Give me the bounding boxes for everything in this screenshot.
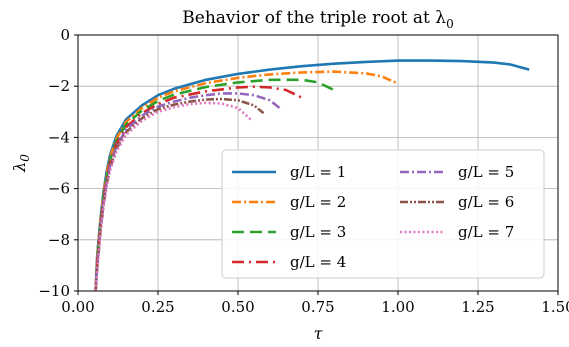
x-tick-label: 0.50: [221, 298, 254, 316]
chart-title: Behavior of the triple root at λ0: [182, 8, 453, 31]
x-tick-label: 0.75: [301, 298, 334, 316]
x-axis-ticks: 0.00 0.25 0.50 0.75 1.00 1.25 1.50: [61, 291, 569, 316]
y-tick-label: 0: [60, 26, 70, 44]
x-tick-label: 0.00: [61, 298, 94, 316]
legend-label: g/L = 2: [290, 193, 346, 211]
legend-label: g/L = 4: [290, 253, 346, 271]
y-tick-label: −6: [48, 180, 70, 198]
legend-box: [221, 149, 545, 279]
legend-label: g/L = 1: [290, 163, 346, 181]
x-tick-label: 1.25: [461, 298, 494, 316]
x-axis-label: τ: [314, 324, 324, 343]
y-tick-label: −10: [38, 282, 70, 300]
series-line-7: [94, 101, 252, 292]
x-tick-label: 0.25: [141, 298, 174, 316]
legend-label: g/L = 7: [458, 223, 514, 241]
y-tick-label: −4: [48, 128, 70, 146]
x-tick-label: 1.00: [381, 298, 414, 316]
series-lines: [94, 59, 530, 292]
legend: g/L = 1 g/L = 2 g/L = 3 g/L = 4 g/L = 5 g/L =…: [221, 149, 545, 279]
y-axis-label: λ0: [10, 154, 32, 173]
x-tick-label: 1.50: [541, 298, 569, 316]
legend-label: g/L = 5: [458, 163, 514, 181]
legend-label: g/L = 3: [290, 223, 346, 241]
y-axis-ticks: 0 −2 −4 −6 −8 −10: [38, 26, 78, 300]
y-tick-label: −2: [48, 77, 70, 95]
y-tick-label: −8: [48, 231, 70, 249]
legend-label: g/L = 6: [458, 193, 514, 211]
series-line-5: [94, 92, 281, 292]
